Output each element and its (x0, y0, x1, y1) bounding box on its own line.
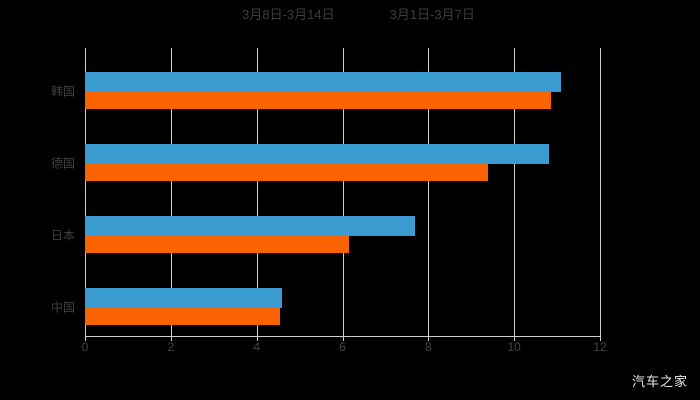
bar-韩国-series-1[interactable] (85, 92, 551, 109)
gridline-12 (600, 48, 601, 336)
bar-德国-series-1[interactable] (85, 164, 489, 181)
chart-legend: 3月8日-3月14日 3月1日-3月7日 (0, 8, 700, 21)
legend-marker-square-icon (373, 10, 383, 20)
legend-label-series-1: 3月1日-3月7日 (389, 7, 475, 22)
x-tick-label-8: 8 (424, 340, 432, 354)
x-tick-mark-2 (170, 336, 172, 341)
y-axis-label-日本: 日本 (50, 228, 75, 243)
x-tick-label-2: 2 (167, 340, 175, 354)
x-tick-mark-10 (514, 336, 516, 341)
gridline-0 (85, 48, 86, 336)
x-tick-label-6: 6 (339, 340, 346, 354)
x-tick-mark-0 (85, 336, 86, 341)
x-tick-label-4: 4 (253, 340, 260, 354)
gridline-8 (428, 48, 430, 336)
bar-韩国-series-0[interactable] (85, 72, 562, 92)
y-axis-label-中国: 中国 (50, 300, 75, 315)
x-tick-mark-6 (342, 336, 344, 341)
gridline-2 (170, 48, 172, 336)
y-axis-label-德国: 德国 (50, 156, 75, 171)
bar-德国-series-0[interactable] (85, 144, 549, 164)
y-axis-label-韩国: 韩国 (50, 84, 75, 99)
x-tick-mark-12 (600, 336, 601, 341)
gridline-6 (342, 48, 344, 336)
bar-中国-series-1[interactable] (85, 308, 281, 325)
x-tick-label-12: 12 (593, 340, 607, 354)
x-tick-label-10: 10 (507, 340, 521, 354)
bar-日本-series-0[interactable] (85, 216, 416, 236)
legend-entry-series-1[interactable]: 3月1日-3月7日 (373, 8, 475, 21)
bar-中国-series-0[interactable] (85, 288, 283, 308)
legend-marker-circle-icon (225, 10, 235, 20)
plot-area (85, 48, 601, 336)
legend-label-series-0: 3月8日-3月14日 (242, 7, 335, 22)
watermark: 汽车之家 (631, 374, 688, 389)
bar-日本-series-1[interactable] (85, 236, 349, 253)
x-tick-label-0: 0 (81, 340, 89, 354)
gridline-4 (256, 48, 258, 336)
x-tick-mark-4 (256, 336, 258, 341)
y-axis-category-labels: 中国 日本 德国 韩国 (0, 48, 75, 336)
gridline-10 (514, 48, 516, 336)
x-tick-mark-8 (428, 336, 430, 341)
legend-entry-series-0[interactable]: 3月8日-3月14日 (225, 8, 334, 21)
